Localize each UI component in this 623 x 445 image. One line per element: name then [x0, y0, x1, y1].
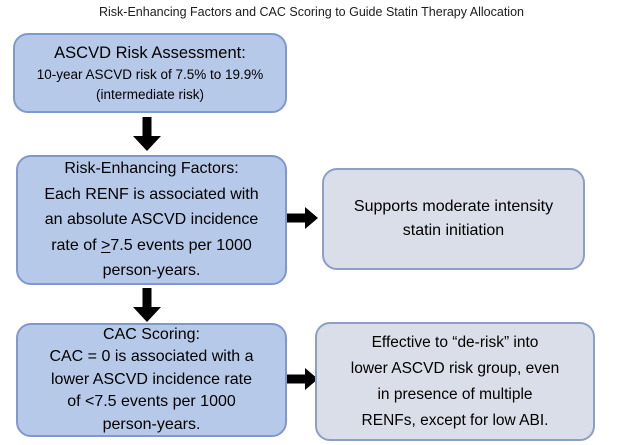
node-heading: ASCVD Risk Assessment:	[54, 44, 246, 62]
node-text-line: CAC = 0 is associated with a	[49, 348, 254, 366]
node-text-line: person-years.	[102, 415, 201, 433]
arrow-down-1	[133, 117, 161, 151]
node-text-line: of <7.5 events per 1000	[67, 393, 236, 411]
node-text-line: (intermediate risk)	[95, 86, 205, 102]
greater-equal-symbol: >	[101, 236, 111, 254]
node-text-line: an absolute ASCVD incidence	[44, 211, 259, 229]
text-segment: 7.5 events per 1000	[110, 236, 252, 254]
node-cac-scoring: CAC Scoring: CAC = 0 is associated with …	[16, 323, 287, 437]
node-risk-enhancing-factors: Risk-Enhancing Factors: Each RENF is ass…	[16, 155, 287, 285]
node-text-line: 10-year ASCVD risk of 7.5% to 19.9%	[36, 67, 264, 82]
node-text-line: Supports moderate intensity	[353, 198, 554, 215]
node-text-line: in presence of multiple	[377, 385, 533, 403]
node-text-line: lower ASCVD incidence rate	[51, 370, 252, 388]
node-statin-initiation: Supports moderate intensity statin initi…	[322, 168, 585, 270]
node-text-line: statin initiation	[402, 222, 505, 239]
node-text-line: person-years.	[102, 262, 201, 280]
node-heading: Risk-Enhancing Factors:	[64, 160, 239, 178]
node-heading: CAC Scoring:	[103, 325, 200, 343]
node-text-line: lower ASCVD risk group, even	[350, 359, 560, 377]
node-text-line: Each RENF is associated with	[44, 185, 259, 203]
diagram-title: Risk-Enhancing Factors and CAC Scoring t…	[99, 5, 524, 19]
node-text-line: RENFs, except for low ABI.	[361, 411, 549, 429]
text-segment: rate of	[51, 236, 102, 254]
arrow-right-1	[287, 207, 318, 229]
arrow-right-2	[287, 368, 318, 390]
node-derisk: Effective to “de-risk” into lower ASCVD …	[315, 322, 595, 441]
arrow-down-2	[133, 288, 161, 322]
node-text-line: Effective to “de-risk” into	[371, 333, 539, 351]
node-text-line: rate of >7.5 events per 1000	[51, 233, 252, 259]
node-ascvd-risk-assessment: ASCVD Risk Assessment: 10-year ASCVD ris…	[13, 33, 287, 113]
